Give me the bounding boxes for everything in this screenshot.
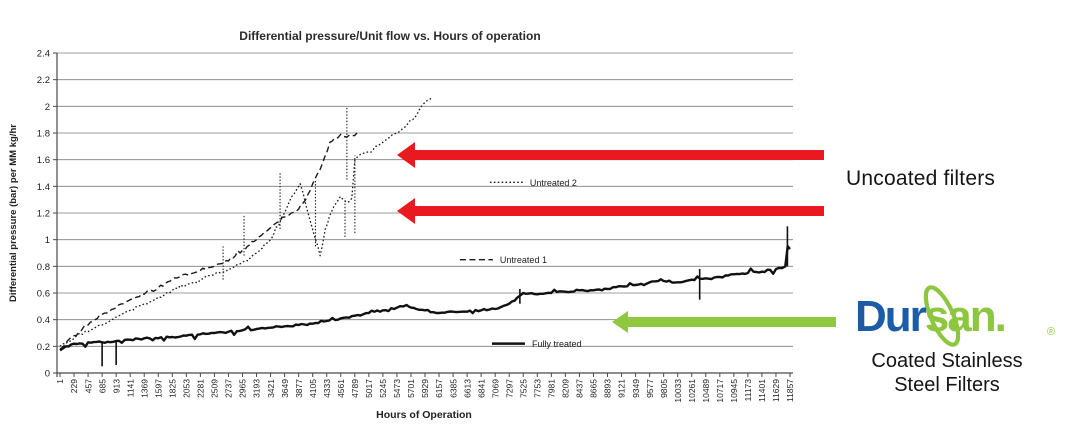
chart-title: Differential pressure/Unit flow vs. Hour… [239, 29, 540, 43]
x-axis-title: Hours of Operation [376, 409, 472, 421]
x-tick-label: 10945 [729, 379, 739, 403]
dursan-wordmark-period: . [995, 292, 1005, 341]
series-line-untreated-2 [59, 96, 433, 347]
x-tick-label: 9121 [617, 379, 627, 398]
x-tick-label: 5473 [392, 379, 402, 398]
x-tick-label: 7525 [518, 379, 528, 398]
x-tick-label: 6613 [462, 379, 472, 398]
x-tick-label: 9805 [659, 379, 669, 398]
coated-filters-label-line2: Steel Filters [894, 374, 1000, 396]
y-tick-label: 1.8 [37, 129, 50, 140]
x-tick-label: 8893 [603, 379, 613, 398]
series-line-fully-treated [59, 245, 791, 352]
y-tick-label: 0.2 [37, 342, 50, 353]
x-tick-label: 2281 [196, 379, 206, 398]
x-tick-label: 6157 [434, 379, 444, 398]
dursan-logo: Dursan. ® [851, 282, 1063, 352]
y-tick-label: 1.4 [37, 182, 50, 193]
green-arrow-icon [612, 311, 836, 333]
coated-filters-label-line1: Coated Stainless [871, 350, 1023, 372]
y-tick-label: 1 [45, 235, 50, 246]
y-axis-title: Differential pressure (bar) per MM kg/hr [8, 124, 19, 302]
x-tick-label: 2965 [238, 379, 248, 398]
x-tick-label: 3193 [252, 379, 262, 398]
y-tick-label: 2.2 [37, 75, 50, 86]
x-tick-label: 5017 [364, 379, 374, 398]
x-tick-label: 4333 [322, 379, 332, 398]
x-tick-label: 7297 [504, 379, 514, 398]
x-tick-label: 10489 [701, 379, 711, 403]
legend-label-fully-treated: Fully treated [532, 339, 582, 349]
x-tick-label: 3649 [280, 379, 290, 398]
x-tick-label: 3877 [294, 379, 304, 398]
dursan-wordmark-san: san [925, 292, 995, 341]
x-tick-label: 11629 [771, 379, 781, 402]
y-tick-label: 2.4 [37, 49, 50, 60]
registered-trademark-icon: ® [1047, 326, 1055, 338]
y-tick-label: 0 [45, 369, 50, 380]
y-tick-label: 2 [45, 102, 50, 113]
dursan-wordmark-dur: Dur [855, 292, 927, 341]
x-tick-label: 8437 [575, 379, 585, 398]
x-tick-label: 6841 [476, 379, 486, 398]
x-tick-label: 1369 [139, 379, 149, 398]
x-tick-label: 3421 [266, 379, 276, 398]
chart-generated-content: 0 0.2 0.4 0.6 0.8 1 1.2 1.4 1.6 1.8 2 2.2 2.4 1 229 457… [37, 49, 836, 403]
x-tick-label: 11857 [785, 379, 795, 402]
series-line-untreated-1 [59, 132, 358, 350]
x-tick-label: 229 [69, 379, 79, 393]
x-tick-label: 2509 [210, 379, 220, 398]
dursan-wordmark: Dursan. [855, 292, 1005, 341]
x-tick-label: 457 [83, 379, 93, 393]
y-tick-label: 0.8 [37, 262, 50, 273]
x-tick-label: 4789 [350, 379, 360, 398]
y-tick-label: 0.6 [37, 289, 50, 300]
red-arrow-icon-top [397, 142, 824, 168]
x-tick-label: 11173 [743, 379, 753, 402]
x-tick-label: 1825 [168, 379, 178, 398]
x-tick-label: 1597 [153, 379, 163, 398]
legend-label-untreated-2: Untreated 2 [530, 178, 577, 188]
y-tick-label: 1.6 [37, 155, 50, 166]
x-tick-label: 4561 [336, 379, 346, 398]
x-tick-label: 685 [97, 379, 107, 393]
x-tick-label: 8665 [589, 379, 599, 398]
x-tick-label: 7753 [533, 379, 543, 398]
x-tick-label: 11401 [757, 379, 767, 402]
x-tick-label: 10033 [673, 379, 683, 403]
dursan-swoosh-icon [923, 285, 961, 347]
x-tick-label: 7981 [547, 379, 557, 398]
x-tick-label: 9577 [645, 379, 655, 398]
x-tick-label: 1 [55, 379, 65, 384]
x-tick-label: 7069 [490, 379, 500, 398]
x-tick-label: 10717 [715, 379, 725, 403]
x-tick-label: 5701 [406, 379, 416, 398]
x-tick-label: 913 [111, 379, 121, 393]
x-tick-label: 9349 [631, 379, 641, 398]
red-arrow-icon-bottom [397, 198, 824, 224]
y-tick-label: 0.4 [37, 315, 50, 326]
x-tick-label: 2737 [224, 379, 234, 398]
y-tick-label: 1.2 [37, 209, 50, 220]
x-tick-label: 5929 [420, 379, 430, 398]
x-tick-label: 10261 [687, 379, 697, 403]
x-tick-label: 2053 [182, 379, 192, 398]
x-tick-label: 6385 [448, 379, 458, 398]
x-tick-label: 4105 [308, 379, 318, 398]
x-tick-label: 5245 [378, 379, 388, 398]
uncoated-filters-label: Uncoated filters [846, 167, 996, 190]
x-tick-label: 8209 [561, 379, 571, 398]
coated-filters-label: Coated Stainless Steel Filters [843, 349, 1051, 397]
legend-label-untreated-1: Untreated 1 [500, 255, 547, 265]
dursan-logo-canvas: Dursan. ® [855, 285, 1055, 347]
x-tick-label: 1141 [125, 379, 135, 398]
